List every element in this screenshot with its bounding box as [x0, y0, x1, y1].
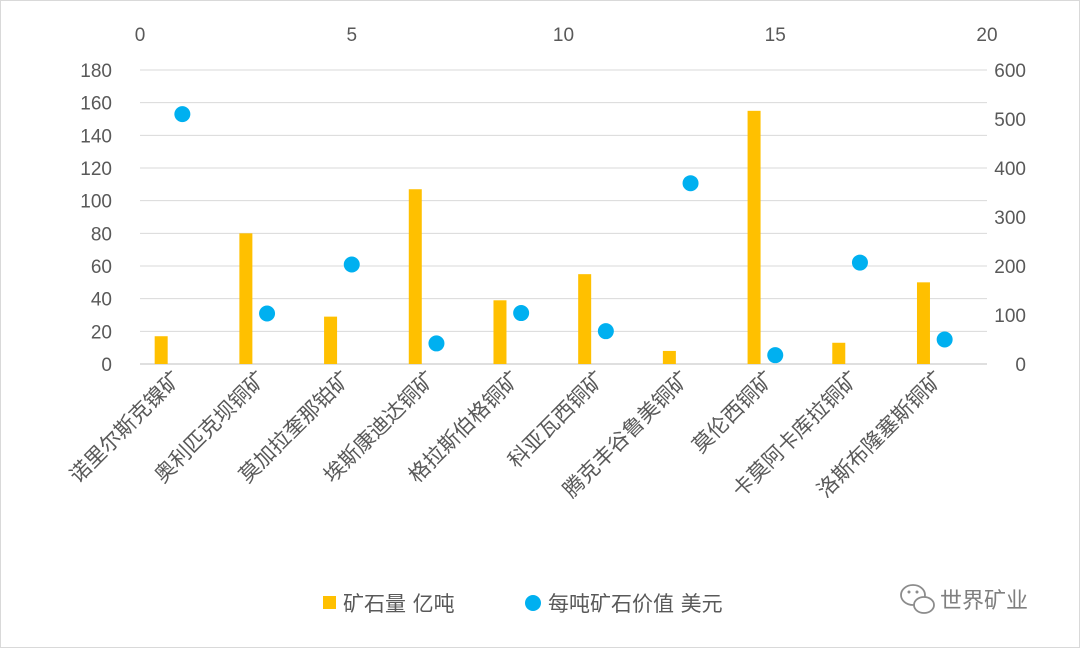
bar-series: [154, 110, 930, 364]
left-tick-label: 0: [101, 355, 112, 376]
point-8: [767, 347, 784, 364]
top-tick-label: 5: [346, 25, 357, 46]
right-tick-label: 300: [994, 208, 1026, 229]
legend-swatch-value: [525, 595, 541, 611]
bar-5: [493, 300, 507, 364]
point-4: [428, 335, 445, 352]
right-tick-label: 400: [994, 159, 1026, 180]
gridlines: [140, 69, 987, 365]
bar-1: [154, 336, 168, 364]
point-5: [513, 305, 530, 322]
left-tick-label: 140: [80, 126, 112, 147]
bar-2: [239, 233, 253, 364]
point-7: [682, 175, 699, 192]
point-9: [851, 254, 868, 271]
category-label: 莫伦西铜矿: [688, 367, 779, 458]
bar-7: [662, 350, 676, 364]
bar-3: [324, 316, 338, 364]
left-tick-label: 20: [91, 322, 112, 343]
point-1: [174, 106, 191, 123]
right-tick-label: 200: [994, 257, 1026, 278]
scatter-series: [174, 106, 953, 364]
top-tick-label: 10: [553, 25, 574, 46]
right-tick-label: 100: [994, 306, 1026, 327]
point-3: [343, 256, 360, 273]
point-10: [936, 331, 953, 348]
left-tick-label: 80: [91, 224, 112, 245]
axis-ticks: 0204060801001201401601800100200300400500…: [80, 25, 1026, 376]
bar-6: [578, 274, 592, 364]
bar-8: [747, 110, 761, 364]
point-2: [259, 305, 276, 322]
top-tick-label: 20: [976, 25, 997, 46]
left-tick-label: 40: [91, 290, 112, 311]
legend-swatch-ore: [323, 596, 336, 609]
point-6: [597, 323, 614, 340]
left-tick-label: 100: [80, 192, 112, 213]
wechat-icon: [900, 584, 935, 614]
top-tick-label: 15: [765, 25, 786, 46]
left-tick-label: 160: [80, 94, 112, 115]
bar-10: [916, 282, 930, 364]
legend-label-value: 每吨矿石价值 美元: [548, 592, 723, 616]
category-labels: 诺里尔斯克镍矿奥利匹克坝铜矿莫加拉奎那铂矿埃斯康迪达铜矿格拉斯伯格铜矿科亚瓦西铜…: [65, 367, 948, 503]
left-tick-label: 120: [80, 159, 112, 180]
bar-4: [408, 189, 422, 364]
legend: 矿石量 亿吨 每吨矿石价值 美元: [323, 592, 723, 616]
left-tick-label: 60: [91, 257, 112, 278]
bar-9: [832, 342, 846, 364]
left-tick-label: 180: [80, 61, 112, 82]
right-tick-label: 500: [994, 110, 1026, 131]
watermark-text: 世界矿业: [940, 589, 1028, 614]
right-tick-label: 600: [994, 61, 1026, 82]
top-tick-label: 0: [135, 25, 146, 46]
legend-label-ore: 矿石量 亿吨: [343, 592, 455, 616]
watermark: 世界矿业: [900, 584, 1028, 614]
right-tick-label: 0: [1015, 355, 1026, 376]
